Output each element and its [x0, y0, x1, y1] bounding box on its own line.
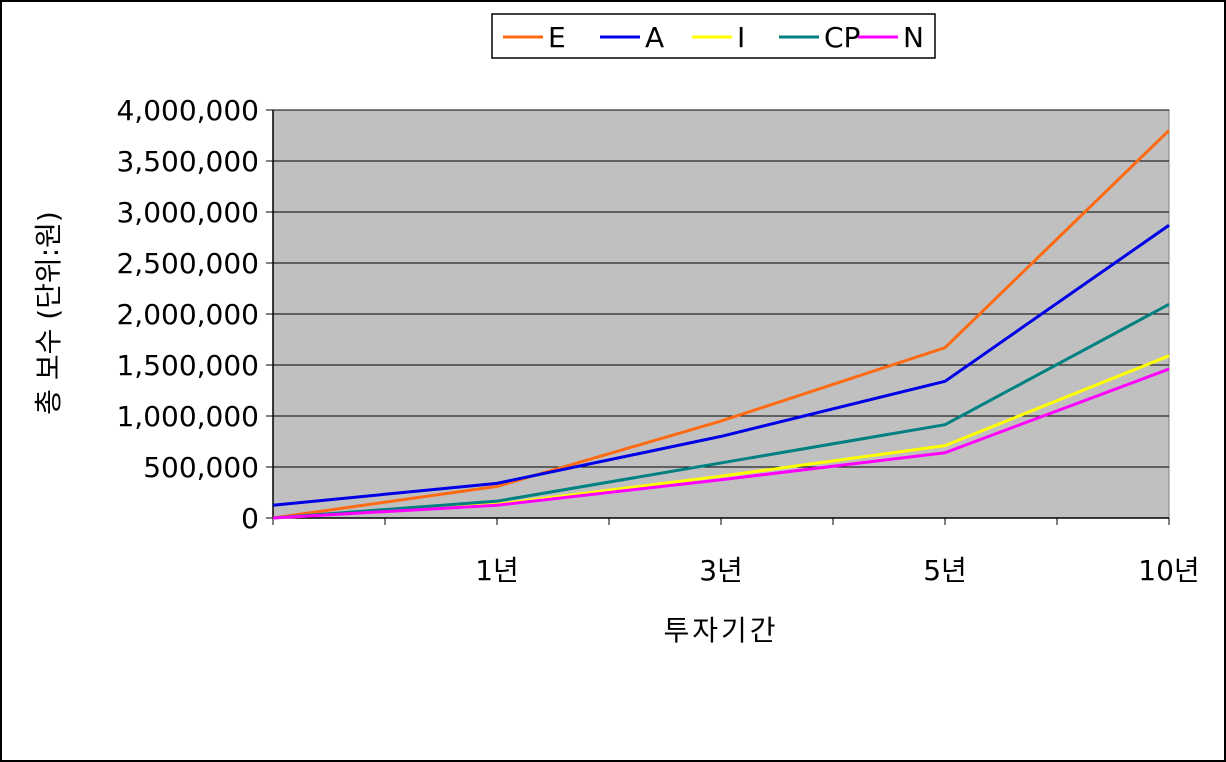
y-tick-label: 500,000	[143, 451, 259, 484]
y-tick-label: 3,500,000	[116, 145, 259, 178]
legend: E A I CP N	[491, 13, 936, 59]
legend-label: I	[737, 21, 745, 54]
legend-label: A	[645, 21, 664, 54]
series-line-e	[272, 129, 1171, 520]
x-axis: 1년 3년 5년 10년	[272, 517, 1200, 587]
series-line-cp	[272, 302, 1170, 520]
x-tick-label: 5년	[923, 554, 967, 587]
y-tick-label: 2,500,000	[116, 247, 259, 280]
y-tick-label: 2,000,000	[116, 298, 259, 331]
x-tick-label: 10년	[1138, 554, 1199, 587]
x-tick-label: 1년	[475, 554, 519, 587]
y-axis-title: 총 보수 (단위:원)	[32, 211, 65, 415]
y-tick-label: 4,000,000	[116, 94, 259, 127]
legend-label: CP	[824, 21, 860, 54]
series-line-n	[272, 367, 1170, 520]
series-line-a	[272, 224, 1170, 507]
y-tick-label: 1,000,000	[116, 400, 259, 433]
series-lines	[272, 129, 1171, 520]
legend-label: N	[903, 21, 924, 54]
gridlines	[273, 109, 1169, 468]
y-axis-tick-labels: 0 500,000 1,000,000 1,500,000 2,000,000 2,500…	[116, 94, 274, 535]
x-tick-label: 3년	[699, 554, 743, 587]
y-tick-label: 3,000,000	[116, 196, 259, 229]
x-axis-title: 투자기간	[663, 614, 778, 647]
legend-label: E	[548, 21, 566, 54]
y-tick-label: 1,500,000	[116, 349, 259, 382]
y-tick-label: 0	[241, 502, 259, 535]
